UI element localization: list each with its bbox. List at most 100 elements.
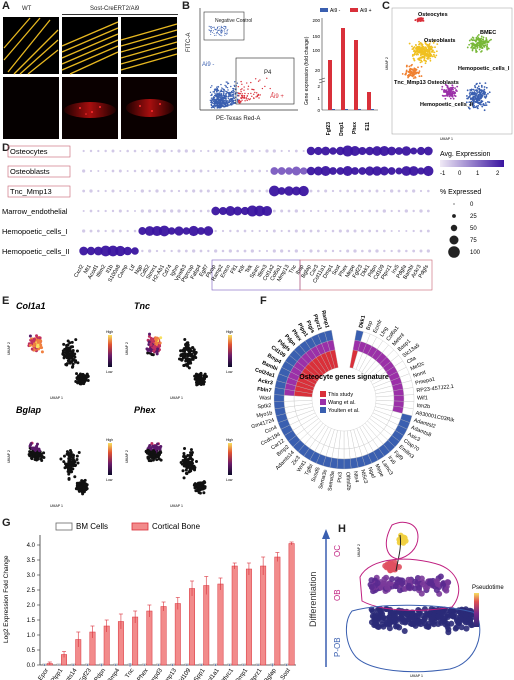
expression-dot (162, 149, 166, 153)
expression-dot (184, 209, 188, 213)
cluster-dot (473, 93, 476, 96)
cluster-dot (414, 76, 416, 78)
expression-dot (268, 185, 280, 197)
cluster-dot (483, 86, 486, 88)
legend-cb-swatch (131, 522, 149, 531)
flow-dot (217, 86, 220, 88)
cluster-dot (479, 39, 482, 42)
expression-dot (167, 227, 176, 235)
expression-dot (368, 249, 372, 253)
cluster-dot (478, 48, 481, 51)
row-box (7, 185, 71, 198)
pob-cell (439, 610, 446, 617)
signature-gene: Fgf9 (392, 450, 404, 462)
flow-dot (256, 94, 259, 97)
expression-dot (206, 209, 210, 213)
cluster-dot (435, 50, 438, 53)
svg-text:UMAP 2: UMAP 2 (7, 450, 11, 463)
flow-dot (241, 83, 243, 85)
row-label-hemopoetic_cells_i: Hemopoetic_cells_I (2, 227, 67, 236)
expression-dot (298, 185, 309, 197)
avg-scale-bar (440, 160, 504, 167)
expression-dot (214, 229, 217, 233)
expression-dot (97, 189, 100, 193)
pob-cell (394, 623, 401, 630)
expression-dot (324, 229, 327, 233)
flow-dot (220, 105, 223, 108)
expression-dot (221, 249, 225, 253)
feature-dot (203, 481, 207, 485)
svg-text:0: 0 (317, 108, 320, 113)
flow-dot (221, 102, 223, 104)
feature-dot (39, 339, 43, 343)
signature-gene: Olfml2b (344, 472, 351, 491)
svg-text:Low: Low (106, 478, 113, 482)
cluster-dot (471, 44, 474, 46)
feature-dot (76, 482, 80, 486)
cluster-dot (446, 94, 449, 97)
signature-gene: Wasl (259, 395, 271, 401)
cluster-dot (468, 104, 471, 106)
cluster-dot (421, 53, 424, 56)
expression-dot (287, 249, 291, 253)
oc-cell (402, 535, 408, 542)
flow-dot (231, 104, 233, 106)
flow-dot (221, 98, 223, 100)
expression-dot (284, 186, 294, 196)
size-legend-label: 100 (470, 250, 481, 256)
expression-dot (329, 167, 337, 175)
feature-dot (69, 450, 73, 454)
inset-dot (220, 25, 222, 27)
ring-wang (393, 395, 405, 402)
feature-dot (79, 485, 83, 489)
ob-cell (374, 580, 381, 587)
cluster-dot (487, 101, 489, 103)
feature-dot (199, 380, 203, 384)
g-category-label: Col1a1 (204, 667, 221, 680)
signature-gene: Wif1 (417, 395, 428, 401)
cluster-dot (484, 44, 487, 47)
pob-cell (444, 623, 451, 630)
cluster-dot (420, 51, 423, 54)
flow-dot (212, 97, 214, 99)
ob-oc-cell (382, 562, 389, 569)
signature-gene: Clta (406, 356, 417, 366)
cluster-dot (475, 38, 478, 41)
row-label-tnc_mmp13: Tnc_Mmp13 (10, 187, 52, 196)
signature-gene: Ntn4 (352, 471, 360, 483)
flow-dot (233, 88, 235, 90)
cluster-dot (423, 51, 426, 54)
feature-dot (184, 455, 188, 459)
flow-dot (227, 101, 230, 103)
cluster-dot (441, 88, 443, 91)
expression-dot (89, 209, 93, 213)
cluster-dot (410, 64, 412, 67)
expression-dot (346, 209, 350, 213)
flow-dot (220, 101, 222, 103)
pob-cell (453, 614, 460, 621)
flow-dots (209, 77, 274, 109)
feature-dot (151, 353, 155, 357)
feature-dot (190, 461, 194, 465)
feature-dot (195, 383, 199, 387)
cluster-osteocytes: Osteocytes (418, 12, 448, 18)
expression-dot (140, 189, 144, 193)
inset-dot (211, 32, 213, 34)
gene-label: Ighm (169, 264, 181, 278)
expression-dot (375, 229, 379, 233)
feature-dot (185, 472, 189, 476)
feature-dot (76, 361, 80, 365)
feature-dot (66, 359, 70, 363)
signature-gene: Fbln7 (257, 386, 272, 394)
inset-dot (220, 32, 222, 34)
feature-dot (193, 377, 197, 381)
flow-dot (259, 79, 261, 81)
cluster-dot (470, 42, 473, 45)
cluster-dot (424, 41, 427, 44)
flow-dot (241, 96, 243, 99)
cluster-dot (476, 47, 479, 49)
expression-dot (177, 149, 181, 153)
flow-dot (238, 99, 240, 102)
flow-dot (216, 103, 219, 105)
ob-cell (440, 581, 447, 588)
